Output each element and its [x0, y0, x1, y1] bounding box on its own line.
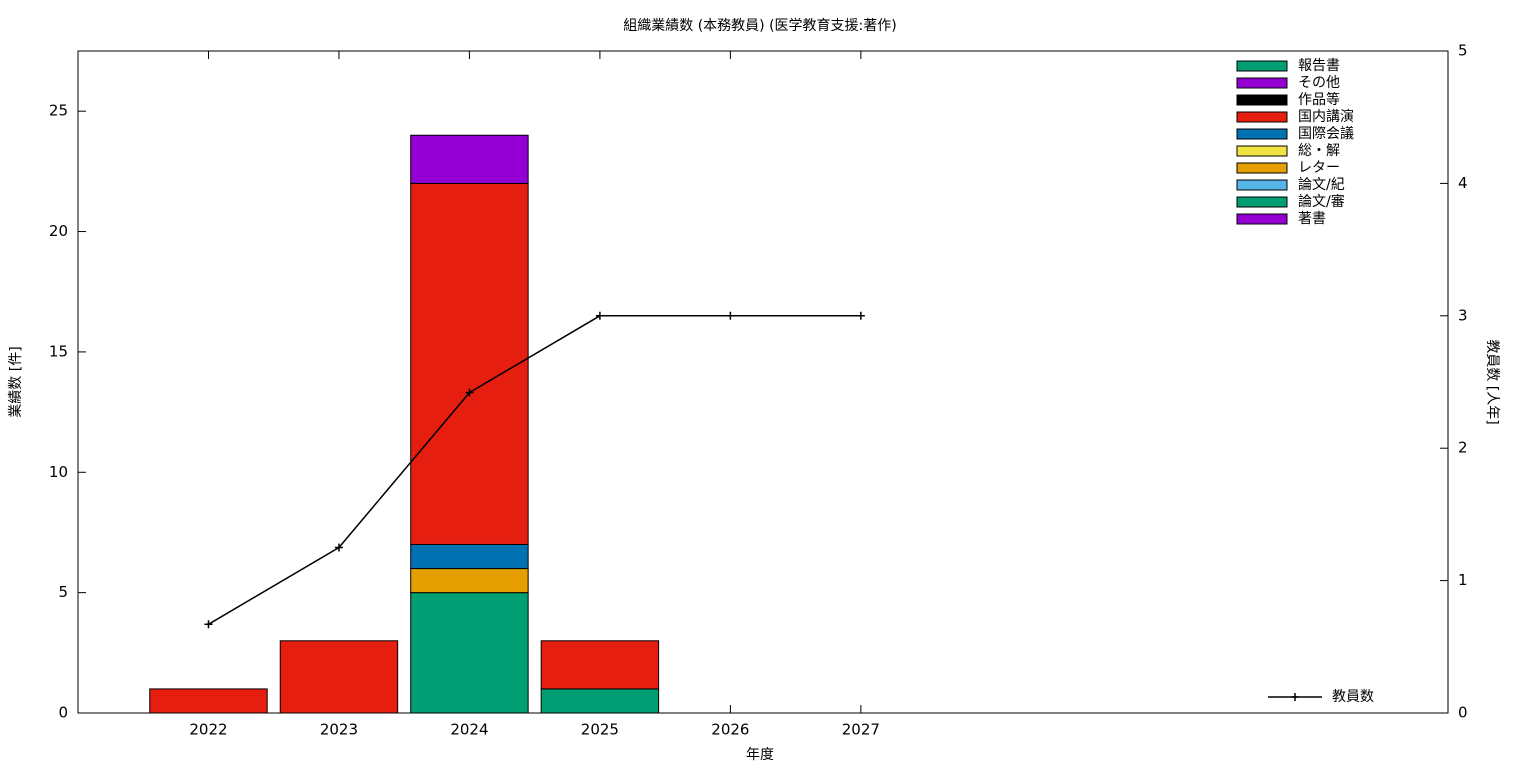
legend-label: その他 [1298, 75, 1340, 91]
legend-swatch [1236, 213, 1288, 225]
y-axis-label: 業績数 [件] [8, 346, 24, 417]
legend-label: 報告書 [1298, 58, 1340, 74]
bar-segment [410, 543, 529, 570]
y2-tick-label: 2 [1458, 439, 1468, 457]
plot-frame [77, 50, 1449, 714]
bar-segment [410, 134, 529, 184]
y-tick-label: 15 [49, 342, 68, 360]
legend-swatch [1236, 60, 1288, 72]
legend-label: 国際会議 [1298, 125, 1354, 142]
x-tick-label: 2024 [450, 721, 488, 739]
y-tick-label: 25 [49, 102, 68, 120]
x-tick-label: 2022 [189, 721, 227, 739]
y2-axis-label: 教員数 [人年] [1484, 339, 1500, 424]
bar-segment [410, 182, 529, 545]
line-series [208, 315, 861, 625]
legend-label: レター [1298, 160, 1340, 176]
line-point [465, 388, 474, 397]
y-tick-label: 10 [49, 463, 68, 481]
legend-point [1291, 693, 1299, 701]
legend-swatch [1236, 145, 1288, 157]
y-tick-label: 20 [49, 222, 68, 240]
y-tick-label: 5 [58, 583, 68, 601]
legend-swatch [1236, 162, 1288, 174]
y2-tick-label: 1 [1458, 571, 1468, 589]
legend-label: 著書 [1298, 211, 1326, 227]
chart-title: 組織業績数 (本務教員) (医学教育支援:著作) [623, 18, 896, 34]
line-point [204, 620, 213, 629]
legend-swatch [1236, 77, 1288, 89]
bar-segment [540, 640, 660, 690]
y-tick-label: 0 [58, 704, 68, 722]
y2-tick-label: 5 [1458, 42, 1468, 60]
legend-label: 論文/紀 [1298, 177, 1345, 193]
line-point [334, 543, 343, 552]
legend-swatch [1236, 179, 1288, 191]
x-tick-label: 2027 [842, 721, 880, 739]
line-point [726, 311, 735, 320]
y2-tick-label: 3 [1458, 306, 1468, 324]
legend-swatch [1236, 94, 1288, 106]
bar-segment [410, 592, 529, 714]
legend-label: 作品等 [1298, 91, 1340, 108]
bar-segment [540, 688, 660, 714]
bar-segment [279, 640, 399, 714]
legend-swatch [1236, 196, 1288, 208]
legend-label: 論文/審 [1298, 194, 1345, 210]
legend-label: 教員数 [1332, 689, 1374, 705]
legend-swatch [1236, 111, 1288, 123]
bar-segment [410, 568, 529, 594]
x-tick-label: 2023 [320, 721, 358, 739]
legend-swatch [1236, 128, 1288, 140]
x-tick-label: 2026 [711, 721, 749, 739]
bar-segment [149, 688, 268, 714]
line-point [856, 311, 865, 320]
legend-label: 国内講演 [1298, 109, 1354, 125]
legend-label: 総・解 [1298, 143, 1340, 159]
line-point [595, 311, 604, 320]
y2-tick-label: 4 [1458, 174, 1468, 192]
x-axis-label: 年度 [746, 747, 774, 763]
x-tick-label: 2025 [581, 721, 619, 739]
y2-tick-label: 0 [1458, 704, 1468, 722]
